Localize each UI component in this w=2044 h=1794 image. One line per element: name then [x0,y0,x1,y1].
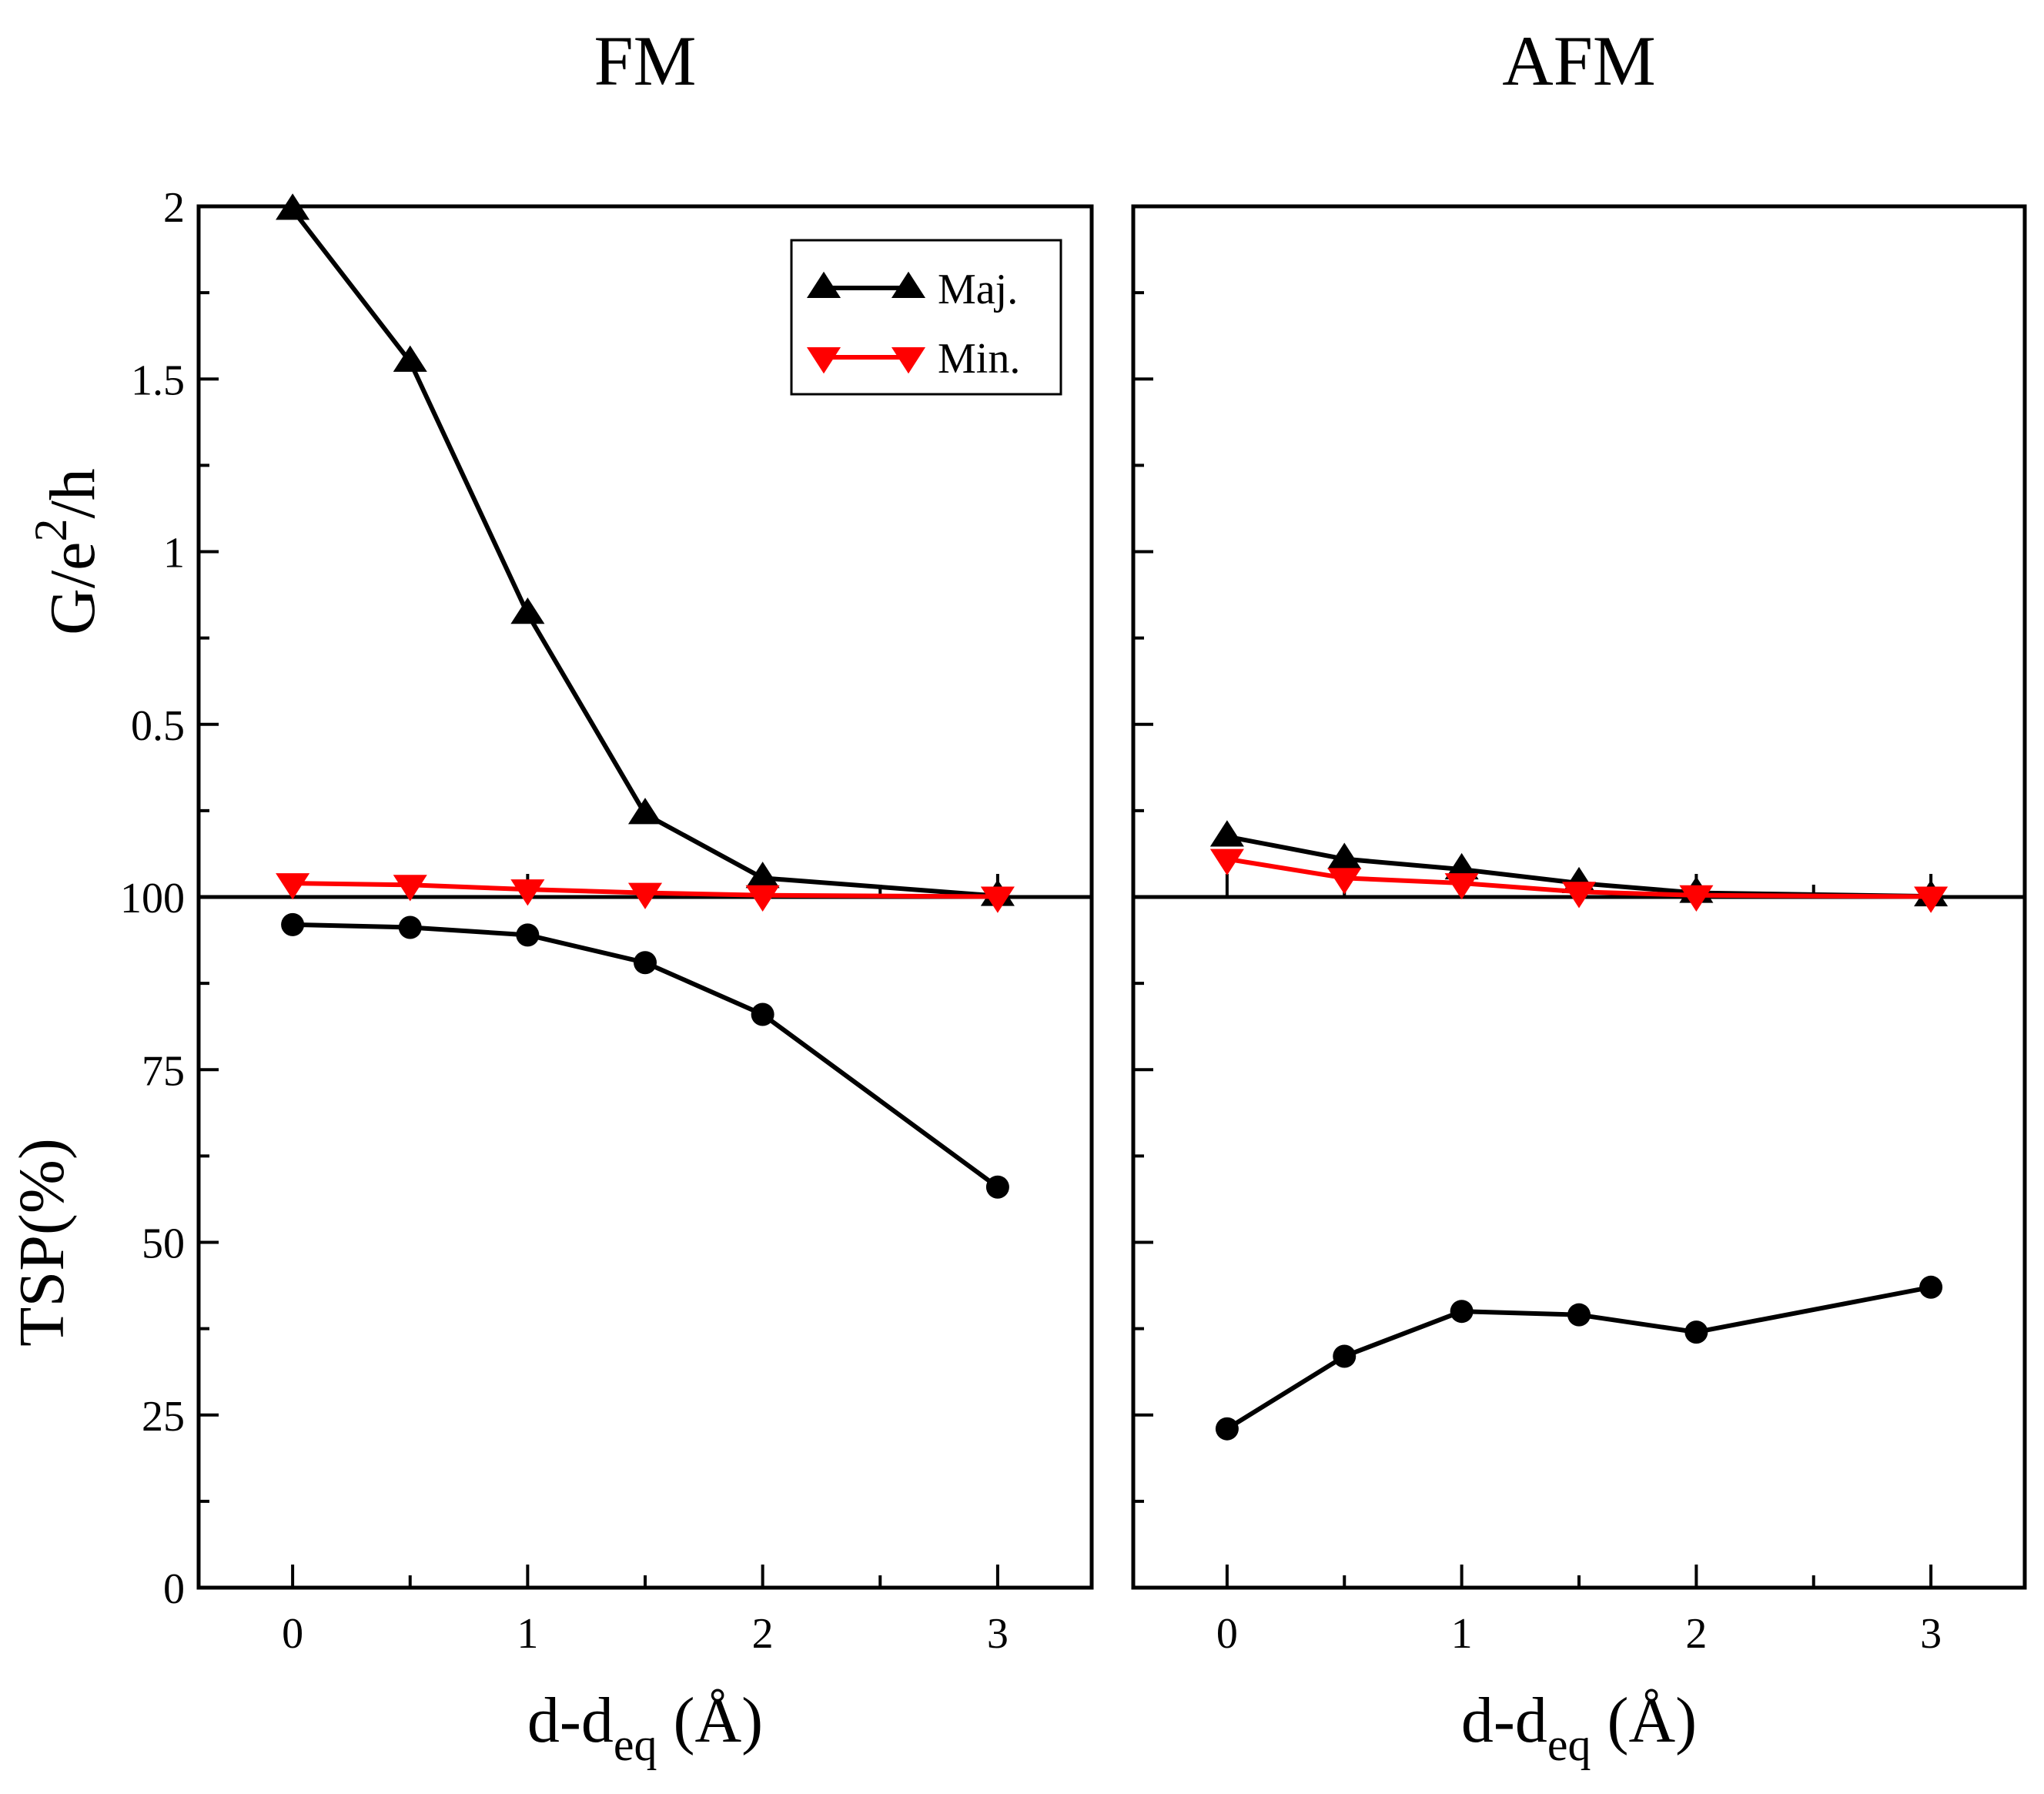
afm-min-point [1679,885,1714,912]
afm-x-axis-label: d-deq (Å) [1461,1685,1697,1770]
afm-min-point [1209,848,1244,875]
fm-min-point [393,875,427,902]
fm-x-tick-label: 2 [752,1610,774,1658]
top-y-tick-label: 0.5 [131,702,185,750]
afm-x-tick-label: 3 [1920,1610,1942,1658]
fm-tsp-point [985,1175,1009,1199]
afm-tsp-point [1684,1320,1708,1344]
afm-min-point [1914,886,1949,913]
legend-maj-marker [806,271,841,298]
fm-tsp-point [281,912,305,936]
bottom-y-tick-label: 100 [120,875,185,922]
x-label-unit: (Å) [1591,1685,1698,1756]
afm-panel-title: AFM [1502,22,1655,100]
legend-min-marker [806,347,841,374]
bottom-y-tick-label: 25 [142,1393,185,1441]
top-y-tick-label: 2 [163,184,185,232]
top-y-tick-label: 1 [163,530,185,577]
fm-min-point [510,879,545,906]
top-y-axis-label: G/e2/h [25,468,109,635]
legend-min-marker [891,347,926,374]
afm-x-tick-label: 2 [1685,1610,1707,1658]
afm-min-point [1327,868,1362,895]
bottom-y-tick-label: 75 [142,1047,185,1095]
x-label-unit: (Å) [657,1685,764,1756]
fm-x-tick-label: 0 [282,1610,303,1658]
afm-x-tick-label: 1 [1451,1610,1473,1658]
fm-min-point [276,873,310,900]
afm-tsp-line [1226,1284,1932,1431]
afm-maj-point [1209,820,1244,847]
fm-maj-point [393,345,427,372]
afm-min-point [1561,882,1597,909]
afm-x-tick-label: 0 [1216,1610,1238,1658]
legend-min-label: Min. [938,335,1020,383]
fm-maj-point [627,798,663,825]
afm-tsp-point [1450,1300,1474,1324]
x-label-sub: eq [614,1719,657,1770]
fm-maj-point [276,193,310,220]
fm-tsp-line [293,922,999,1190]
fm-min-point [627,882,663,909]
bottom-y-tick-label: 50 [142,1220,185,1268]
data-layer [276,193,1949,1441]
fm-min-point [745,885,780,912]
fm-x-axis-label: d-deq (Å) [527,1685,763,1770]
afm-tsp-point [1919,1275,1943,1299]
legend-box [790,239,1062,396]
x-label-sub: eq [1547,1719,1591,1770]
bottom-y-tick-label: 0 [163,1565,185,1613]
fm-x-tick-label: 3 [987,1610,1009,1658]
fm-maj-point [510,597,545,624]
afm-tsp-point [1215,1417,1239,1441]
top-y-tick-label: 1.5 [131,356,185,404]
fm-panel-title: FM [594,22,697,100]
fm-x-tick-label: 1 [517,1610,538,1658]
y-label-sup: 2 [25,519,76,542]
afm-maj-point [1444,852,1479,880]
fm-tsp-point [516,923,540,947]
fm-tsp-point [398,915,422,939]
fm-maj-line [290,208,999,899]
y-label-post: /h [37,468,109,518]
afm-tsp-point [1567,1303,1591,1327]
bottom-y-axis-label: TSP(%) [6,1138,78,1347]
fm-min-line [293,881,998,899]
legend-maj-label: Maj. [938,266,1018,313]
fm-tsp-point [751,1002,774,1026]
fm-min-point [980,886,1015,913]
afm-min-line [1226,856,1932,899]
fm-tsp-point [634,951,657,975]
x-label-main: d-d [1461,1685,1547,1756]
afm-maj-point [1327,842,1362,869]
legend-maj-marker [891,271,926,298]
fm-maj-point [745,862,780,889]
y-label-pre: G/e [37,542,109,635]
x-label-main: d-d [527,1685,614,1756]
afm-tsp-point [1333,1344,1357,1368]
legend: Maj. Min. [790,239,1062,396]
afm-min-point [1444,873,1479,900]
